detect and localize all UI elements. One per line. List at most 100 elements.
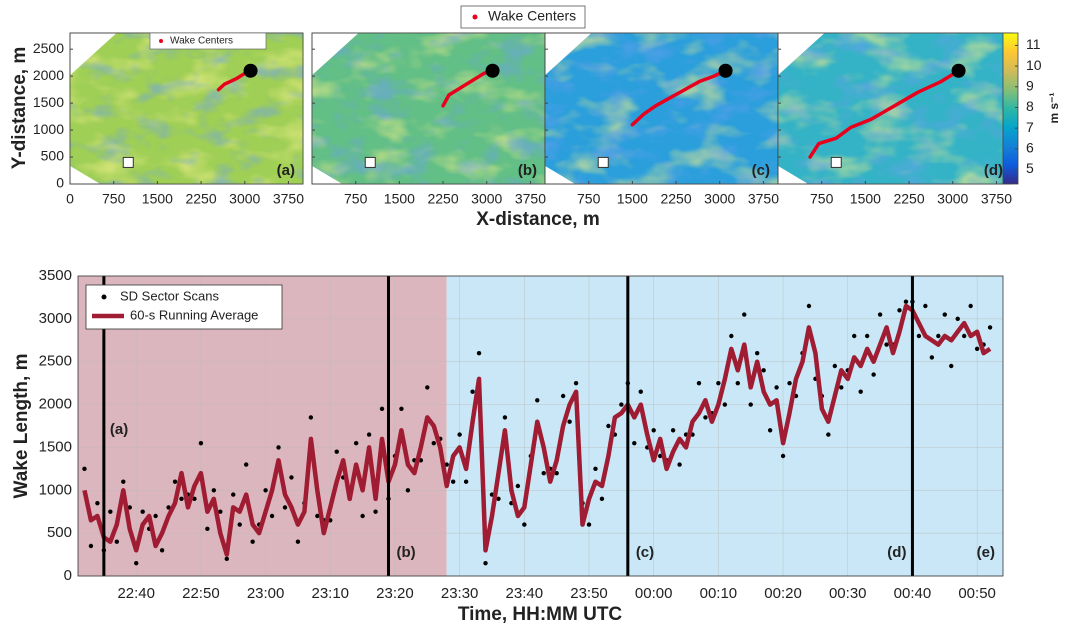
- scan-point: [134, 560, 139, 566]
- colorbar-tick-label: 5: [1026, 160, 1034, 176]
- scan-point: [483, 560, 488, 566]
- x-tick-label: 3750: [748, 191, 779, 207]
- scan-point: [470, 389, 475, 394]
- scan-point: [806, 303, 812, 309]
- scan-point: [166, 505, 171, 510]
- legend-label: Wake Centers: [170, 36, 233, 47]
- y-tick-label: 500: [41, 148, 65, 164]
- scan-point: [334, 449, 339, 454]
- heatmap-texture: [545, 33, 778, 184]
- x-tick-label: 00:00: [635, 585, 673, 602]
- scan-point: [269, 513, 275, 519]
- event-label: (e): [977, 544, 995, 561]
- x-tick-label: 2250: [185, 191, 216, 207]
- legend-label: 60-s Running Average: [130, 307, 258, 322]
- colorbar-tick-label: 9: [1026, 77, 1034, 93]
- y-tick-label: 1500: [33, 94, 64, 110]
- turbine-marker: [951, 63, 966, 78]
- x-tick-label: 22:50: [182, 585, 220, 602]
- y-tick-label: 1000: [33, 121, 64, 137]
- site-marker: [597, 156, 609, 168]
- scan-point: [897, 308, 902, 313]
- x-axis-title: Time, HH:MM UTC: [458, 604, 623, 625]
- scan-point: [231, 492, 236, 497]
- scan-point: [282, 505, 288, 510]
- y-tick-label: 0: [64, 567, 72, 584]
- scan-point: [515, 483, 521, 489]
- scan-point: [955, 316, 960, 322]
- colorbar-tick-label: 7: [1026, 119, 1034, 135]
- scan-point: [780, 453, 786, 459]
- turbine-marker: [485, 63, 500, 78]
- colorbar-label: m s⁻¹: [1047, 92, 1061, 123]
- scan-point: [929, 355, 935, 360]
- scan-point: [237, 522, 242, 527]
- panel-label: (b): [518, 162, 537, 179]
- site-marker: [830, 156, 842, 168]
- scan-point: [742, 312, 747, 317]
- wake-centers: [630, 69, 728, 127]
- y-tick-label: 3000: [39, 310, 72, 327]
- heatmap-texture: [778, 33, 1011, 184]
- scan-point: [276, 445, 281, 450]
- scan-point: [696, 380, 702, 386]
- scan-point: [761, 368, 766, 373]
- panel-label: (d): [984, 162, 1003, 179]
- plot-frame: [77, 275, 1004, 577]
- scan-point: [179, 496, 184, 502]
- scan-point: [476, 350, 482, 356]
- x-tick-label: 750: [810, 191, 834, 207]
- scan-point: [463, 479, 469, 484]
- y-tick-label: 2500: [33, 40, 64, 56]
- x-tick-label: 2250: [893, 191, 924, 207]
- scan-point: [826, 432, 831, 437]
- x-tick-label: 23:40: [506, 585, 544, 602]
- x-tick-label: 1500: [142, 191, 173, 207]
- scan-point: [554, 470, 559, 476]
- turbine-marker: [243, 63, 258, 78]
- scan-point: [127, 505, 132, 510]
- x-tick-label: 23:10: [311, 585, 349, 602]
- scan-point: [916, 333, 922, 339]
- legend-marker: [159, 39, 163, 43]
- scan-point: [366, 432, 372, 437]
- legend-box: [149, 32, 267, 50]
- y-tick-label: 2000: [39, 396, 72, 413]
- legend-marker: [472, 14, 478, 20]
- x-tick-label: 3000: [229, 191, 260, 207]
- y-tick-label: 2000: [33, 67, 64, 83]
- scan-point: [140, 509, 145, 514]
- scan-point: [748, 402, 753, 407]
- scan-point: [586, 522, 592, 527]
- x-tick-label: 00:30: [829, 585, 867, 602]
- scan-point: [716, 380, 721, 386]
- legend-label: Wake Centers: [488, 8, 576, 24]
- scan-point: [211, 488, 217, 493]
- scan-point: [903, 299, 909, 304]
- scan-point: [121, 479, 126, 484]
- x-tick-label: 3000: [471, 191, 502, 207]
- scan-point: [360, 513, 365, 519]
- x-tick-label: 750: [344, 191, 368, 207]
- scan-point: [373, 509, 378, 514]
- x-tick-label: 3750: [981, 191, 1012, 207]
- scan-point: [82, 466, 87, 472]
- scan-point: [677, 462, 682, 467]
- scan-point: [295, 539, 301, 544]
- scan-point: [722, 402, 728, 407]
- scan-point: [431, 440, 436, 446]
- turbine-marker: [718, 63, 733, 78]
- event-label: (c): [636, 544, 654, 561]
- scan-point: [308, 415, 314, 420]
- x-tick-label: 750: [102, 191, 126, 207]
- y-axis-title: Wake Length, m: [11, 354, 32, 499]
- scan-point: [95, 500, 100, 506]
- scan-point: [852, 333, 857, 339]
- x-tick-label: 23:30: [441, 585, 479, 602]
- scan-point: [703, 415, 708, 420]
- wake-centers: [441, 69, 495, 108]
- heatmap-texture: [312, 33, 545, 184]
- scan-point: [942, 312, 947, 317]
